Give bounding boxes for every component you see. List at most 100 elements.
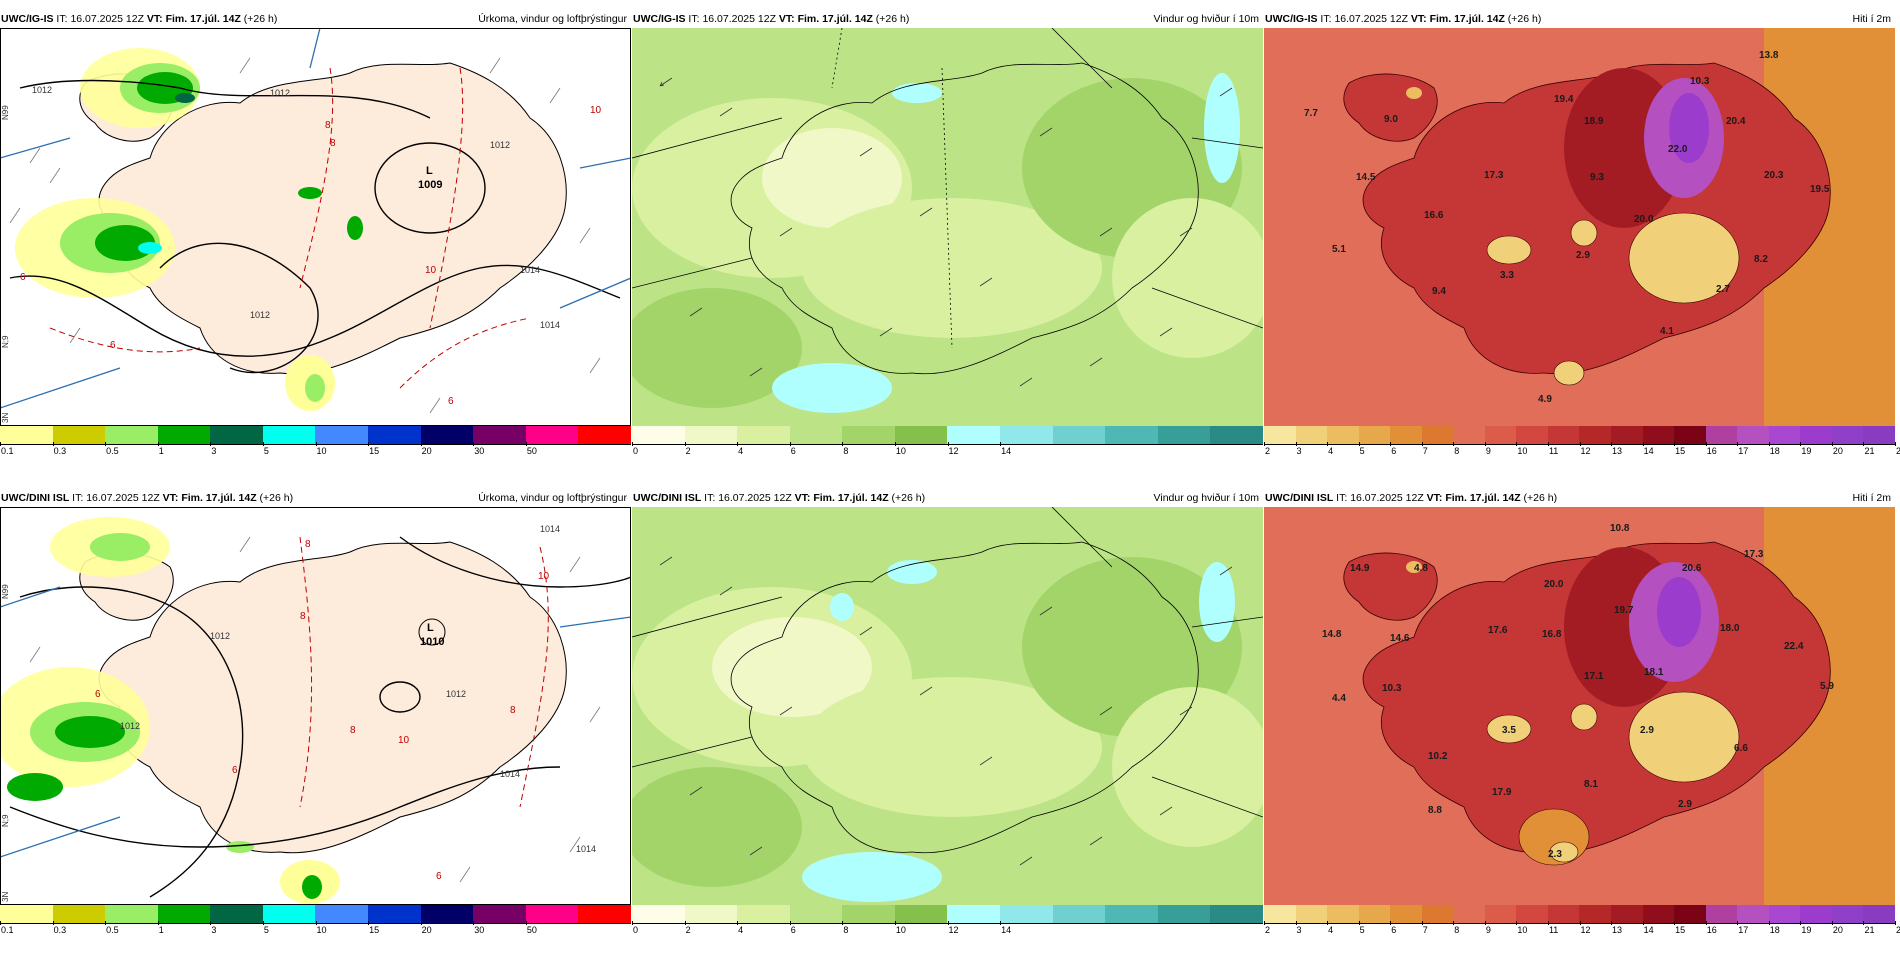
colorbar-swatch	[1705, 905, 1738, 923]
temp-label: 8.1	[1584, 779, 1598, 790]
colorbar-tick-mark	[1000, 921, 1002, 925]
colorbar-tick-label: 15	[369, 925, 380, 935]
colorbar-tick-mark	[1358, 921, 1360, 925]
panel-igis-precip: UWC/IG-IS IT: 16.07.2025 12Z VT: Fim. 17…	[0, 10, 631, 474]
colorbar-swatch	[842, 426, 895, 444]
model-name: UWC/IG-IS	[1265, 13, 1318, 25]
model-name: UWC/DINI ISL	[1265, 492, 1334, 504]
colorbar-tick-mark	[737, 921, 739, 925]
colorbar-tick-label: 16	[1706, 925, 1717, 935]
colorbar-tick-label: 20	[421, 925, 432, 935]
it-value: 16.07.2025 12Z	[1334, 13, 1408, 25]
colorbar-tick-mark	[1421, 921, 1423, 925]
field-title: Úrkoma, vindur og loftþrýstingur	[478, 13, 627, 25]
low-pressure-symbol: L	[427, 622, 434, 634]
colorbar-tick-label: 3	[1296, 925, 1302, 935]
colorbar-swatch	[1295, 426, 1328, 444]
colorbar-tick-label: 4	[1328, 446, 1334, 456]
temp-map-svg: 13.8 10.3 7.7 9.0 19.4 18.9 20.4 22.0 14…	[1264, 28, 1895, 426]
colorbar-tick-label: 19	[1801, 925, 1812, 935]
colorbar-tick-mark	[1737, 921, 1739, 925]
colorbar: 23456789101112131415161718192021222324	[1264, 905, 1900, 935]
colorbar-tick-label: 22	[1896, 925, 1900, 935]
temp-label: 18.1	[1644, 667, 1664, 678]
it-value: 16.07.2025 12Z	[70, 13, 144, 25]
temp-label: 22.0	[1668, 144, 1688, 155]
latitude-label: N99	[1, 105, 10, 120]
colorbar-swatch	[262, 426, 316, 444]
temp-contour-label: 8	[300, 611, 306, 622]
temp-labels: 13.8 10.3 7.7 9.0 19.4 18.9 20.4 22.0 14…	[1304, 50, 1830, 405]
colorbar-swatch	[1831, 905, 1864, 923]
colorbar-swatch	[1611, 905, 1643, 923]
panel-igis-temp: UWC/IG-IS IT: 16.07.2025 12Z VT: Fim. 17…	[1264, 10, 1900, 474]
map-temp[interactable]: 13.8 10.3 7.7 9.0 19.4 18.9 20.4 22.0 14…	[1264, 28, 1895, 426]
temp-label: 20.6	[1682, 563, 1702, 574]
temp-label: 14.5	[1356, 172, 1376, 183]
map-precip[interactable]: L 1009 1012 1012 1014 1014 1012 1012 8 1…	[0, 28, 631, 426]
colorbar-swatch	[1768, 426, 1801, 444]
temp-label: 17.3	[1484, 170, 1504, 181]
temp-label: 17.3	[1744, 549, 1764, 560]
colorbar-tick-mark	[1674, 442, 1676, 446]
lead-time: (+26 h)	[259, 492, 294, 504]
colorbar-tick-label: 21	[1864, 925, 1875, 935]
colorbar-tick-mark	[1705, 442, 1707, 446]
temp-contour-label: 8	[510, 705, 516, 716]
colorbar-tick-label: 14	[1001, 446, 1012, 456]
colorbar-tick-label: 6	[790, 925, 796, 935]
colorbar-tick-mark	[1264, 921, 1265, 925]
temp-contour-label: 8	[350, 725, 356, 736]
colorbar-tick-label: 14	[1001, 925, 1012, 935]
colorbar-tick-label: 18	[1769, 925, 1780, 935]
temp-label: 2.7	[1716, 284, 1730, 295]
colorbar-swatch	[52, 426, 106, 444]
temp-label: 10.8	[1610, 523, 1630, 534]
colorbar-tick-mark	[1516, 442, 1518, 446]
temp-contour-label: 6	[448, 396, 454, 407]
colorbar-swatch	[1210, 905, 1263, 923]
colorbar-tick-label: 19	[1801, 446, 1812, 456]
colorbar-swatch	[1705, 426, 1738, 444]
colorbar-tick-mark	[1642, 921, 1644, 925]
colorbar-tick-mark	[1800, 442, 1802, 446]
colorbar-swatch	[105, 905, 158, 923]
colorbar-swatch	[1358, 426, 1391, 444]
map-temp[interactable]: 10.8 17.3 14.9 4.8 20.6 20.0 19.7 18.0 1…	[1264, 507, 1895, 905]
map-wind[interactable]	[632, 28, 1263, 426]
temp-contour-label: 8	[330, 138, 336, 149]
colorbar-tick-label: 3	[211, 925, 217, 935]
colorbar-tick-label: 4	[738, 446, 744, 456]
colorbar-tick-mark	[947, 921, 949, 925]
colorbar-swatch	[473, 426, 526, 444]
map-precip[interactable]: L 1010 1012 1012 1014 1014 1014 1012 8 1…	[0, 507, 631, 905]
colorbar-tick-label: 6	[1391, 446, 1397, 456]
colorbar-tick-label: 20	[1832, 925, 1843, 935]
colorbar-tick-mark	[1705, 921, 1707, 925]
colorbar-tick-label: 12	[948, 446, 959, 456]
field-title: Hiti í 2m	[1852, 492, 1891, 504]
colorbar-swatch	[210, 426, 263, 444]
temp-label: 17.1	[1584, 671, 1604, 682]
colorbar-tick-mark	[1642, 442, 1644, 446]
colorbar-tick-mark	[1895, 442, 1896, 446]
colorbar-tick-label: 30	[474, 446, 485, 456]
colorbar-tick-mark	[1768, 442, 1770, 446]
temp-label: 2.9	[1678, 799, 1692, 810]
colorbar-tick-label: 1	[158, 925, 164, 935]
colorbar-swatch	[947, 905, 1001, 923]
colorbar-swatch	[1547, 905, 1580, 923]
colorbar-swatch	[1453, 426, 1485, 444]
colorbar-swatch	[1052, 426, 1106, 444]
colorbar-tick-mark	[1327, 921, 1329, 925]
colorbar-swatch	[1052, 905, 1106, 923]
colorbar-tick-label: 10	[316, 925, 327, 935]
temp-label: 2.9	[1640, 725, 1654, 736]
temp-contour-label: 10	[538, 571, 550, 582]
colorbar-swatch	[420, 905, 474, 923]
colorbar-tick-label: 0.3	[53, 446, 67, 456]
lead-time: (+26 h)	[243, 13, 278, 25]
map-wind[interactable]	[632, 507, 1263, 905]
vt-value: Fim. 17.júl. 14Z	[813, 492, 889, 504]
colorbar-swatch	[368, 426, 421, 444]
